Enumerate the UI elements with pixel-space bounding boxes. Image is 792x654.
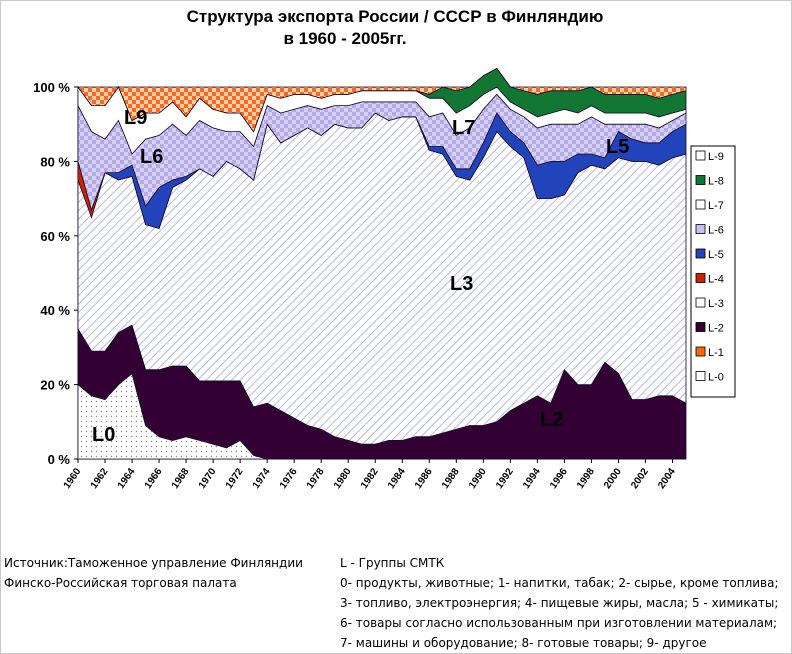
- legend-swatch: [695, 322, 706, 332]
- in-chart-label-l6: L6: [140, 146, 163, 168]
- legend-swatch: [695, 224, 706, 234]
- footer-desc-line: 7- машины и оборудование; 8- готовые тов…: [340, 636, 707, 650]
- y-tick-label: 100 %: [33, 80, 70, 95]
- legend-label: L-1: [708, 347, 724, 359]
- x-tick-label: 1986: [413, 466, 435, 491]
- x-tick-label: 1982: [359, 466, 381, 491]
- legend-swatch: [695, 273, 706, 283]
- y-tick-label: 20 %: [40, 378, 70, 393]
- legend-swatch: [695, 371, 706, 381]
- x-tick-label: 2004: [656, 466, 678, 491]
- x-tick-label: 1996: [548, 466, 570, 491]
- x-tick-label: 1992: [494, 466, 516, 491]
- footer-desc-line: 3- топливо, электроэнергия; 4- пищевые ж…: [340, 596, 779, 610]
- footer-desc-line: 6- товары согласно использованным при из…: [340, 616, 778, 630]
- x-tick-label: 1976: [278, 466, 300, 491]
- x-tick-label: 1990: [467, 466, 489, 491]
- x-tick-label: 1968: [170, 466, 192, 491]
- legend-swatch: [695, 346, 706, 357]
- legend-label: L-7: [708, 200, 724, 212]
- legend-label: L-4: [708, 274, 724, 286]
- x-tick-label: 1964: [116, 466, 138, 491]
- x-tick-label: 1974: [251, 466, 273, 491]
- legend-label: L-9: [708, 151, 724, 163]
- footer-legend-description: L - Группы СМТК 0- продукты, животные; 1…: [340, 553, 779, 653]
- x-tick-label: 1988: [440, 466, 462, 491]
- in-chart-label-l3: L3: [450, 273, 473, 295]
- legend-swatch: [695, 150, 706, 161]
- legend-swatch: [695, 248, 706, 259]
- chart-title: Структура экспорта России / СССР в Финля…: [160, 6, 630, 50]
- x-tick-label: 1966: [143, 466, 165, 491]
- y-tick-label: 40 %: [40, 303, 70, 318]
- legend: L-9 L-8 L-7 L-6 L-5 L-4 L-3 L-2 L-1 L-0: [690, 145, 736, 398]
- x-tick-label: 1962: [89, 466, 111, 491]
- legend-swatch: [695, 199, 706, 210]
- legend-label: L-8: [708, 176, 724, 188]
- legend-label: L-0: [708, 372, 724, 384]
- footer-desc-line: 0- продукты, животные; 1- напитки, табак…: [340, 576, 779, 590]
- in-chart-label-l2: L2: [540, 409, 563, 431]
- area-l-9: [77, 67, 687, 133]
- x-tick-label: 1978: [305, 466, 327, 491]
- y-tick-label: 80 %: [40, 154, 70, 169]
- y-tick-label: 60 %: [40, 229, 70, 244]
- x-tick-label: 2002: [629, 466, 651, 491]
- in-chart-label-l9: L9: [124, 107, 147, 129]
- legend-label: L-3: [708, 298, 724, 310]
- x-tick-label: 1998: [575, 466, 597, 491]
- footer-desc-line: L - Группы СМТК: [340, 556, 445, 570]
- x-tick-label: 2000: [602, 466, 624, 491]
- footer-source: Источник:Таможенное управление Финляндии…: [4, 553, 303, 593]
- legend-swatch: [695, 297, 706, 308]
- x-tick-label: 1994: [521, 466, 543, 491]
- legend-swatch: [695, 175, 706, 185]
- plot-in-chart-labels: L0 L2 L3 L5 L6 L7 L9: [92, 107, 629, 446]
- chart-title-line1: Структура экспорта России / СССР в Финля…: [186, 7, 604, 26]
- in-chart-label-l0: L0: [92, 424, 115, 446]
- plot-areas: [77, 67, 687, 460]
- footer-source-line: Источник:Таможенное управление Финляндии: [4, 556, 303, 570]
- x-tick-label: 1970: [197, 466, 219, 491]
- x-tick-label: 1972: [224, 466, 246, 491]
- y-tick-label: 0 %: [48, 452, 71, 467]
- in-chart-label-l5: L5: [606, 136, 629, 158]
- x-tick-label: 1960: [62, 466, 84, 491]
- in-chart-label-l7: L7: [452, 117, 475, 139]
- x-tick-label: 1980: [332, 466, 354, 491]
- legend-label: L-5: [708, 249, 724, 261]
- x-tick-label: 1984: [386, 466, 408, 491]
- legend-label: L-6: [708, 225, 724, 237]
- legend-label: L-2: [708, 323, 724, 335]
- footer-source-line: Финско-Российская торговая палата: [4, 576, 237, 590]
- chart-title-line2: в 1960 - 2005гг.: [283, 29, 407, 48]
